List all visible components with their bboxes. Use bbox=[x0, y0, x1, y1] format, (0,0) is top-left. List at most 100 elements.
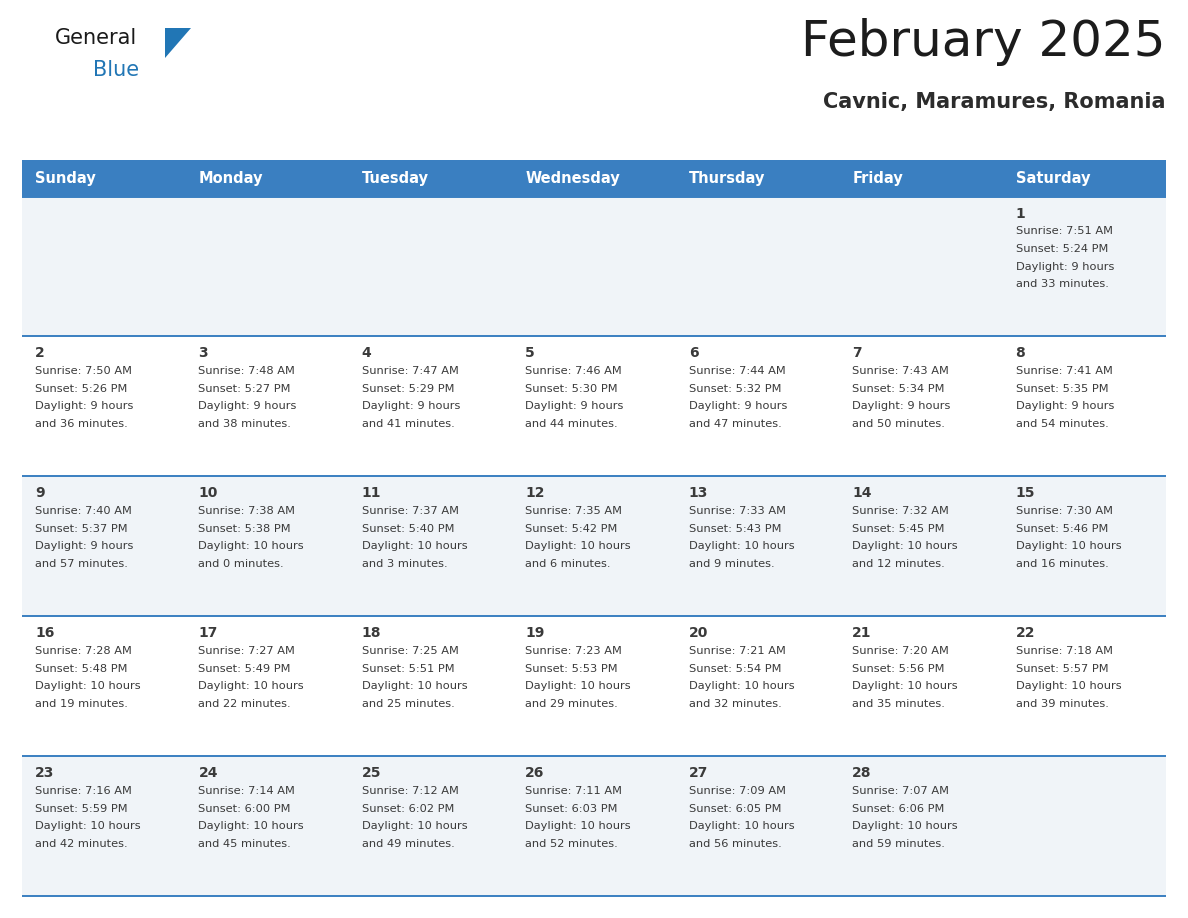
Text: and 52 minutes.: and 52 minutes. bbox=[525, 839, 618, 848]
Text: Sunset: 5:30 PM: Sunset: 5:30 PM bbox=[525, 384, 618, 394]
Text: and 9 minutes.: and 9 minutes. bbox=[689, 559, 775, 569]
Text: Daylight: 10 hours: Daylight: 10 hours bbox=[852, 681, 958, 691]
Text: Daylight: 10 hours: Daylight: 10 hours bbox=[525, 681, 631, 691]
Text: and 42 minutes.: and 42 minutes. bbox=[34, 839, 127, 848]
Text: Daylight: 10 hours: Daylight: 10 hours bbox=[1016, 542, 1121, 552]
Text: Sunrise: 7:48 AM: Sunrise: 7:48 AM bbox=[198, 366, 296, 376]
Text: and 35 minutes.: and 35 minutes. bbox=[852, 699, 944, 709]
Text: Sunset: 6:00 PM: Sunset: 6:00 PM bbox=[198, 803, 291, 813]
Text: Daylight: 10 hours: Daylight: 10 hours bbox=[362, 821, 468, 831]
Text: 26: 26 bbox=[525, 767, 544, 780]
Text: 10: 10 bbox=[198, 487, 217, 500]
Text: Sunrise: 7:25 AM: Sunrise: 7:25 AM bbox=[362, 646, 459, 656]
Text: Sunday: Sunday bbox=[34, 171, 96, 185]
Text: Sunrise: 7:12 AM: Sunrise: 7:12 AM bbox=[362, 786, 459, 796]
Text: and 54 minutes.: and 54 minutes. bbox=[1016, 419, 1108, 429]
Text: Sunset: 5:40 PM: Sunset: 5:40 PM bbox=[362, 524, 454, 533]
Text: Thursday: Thursday bbox=[689, 171, 765, 185]
Text: and 44 minutes.: and 44 minutes. bbox=[525, 419, 618, 429]
Text: Sunset: 5:54 PM: Sunset: 5:54 PM bbox=[689, 664, 782, 674]
Text: Daylight: 9 hours: Daylight: 9 hours bbox=[362, 401, 460, 411]
Text: 14: 14 bbox=[852, 487, 872, 500]
Text: Daylight: 9 hours: Daylight: 9 hours bbox=[852, 401, 950, 411]
Text: and 3 minutes.: and 3 minutes. bbox=[362, 559, 448, 569]
Text: Sunrise: 7:09 AM: Sunrise: 7:09 AM bbox=[689, 786, 785, 796]
Text: Sunrise: 7:32 AM: Sunrise: 7:32 AM bbox=[852, 507, 949, 516]
Text: Daylight: 10 hours: Daylight: 10 hours bbox=[34, 681, 140, 691]
Text: 22: 22 bbox=[1016, 626, 1035, 640]
Text: 6: 6 bbox=[689, 346, 699, 361]
Text: Sunset: 6:02 PM: Sunset: 6:02 PM bbox=[362, 803, 454, 813]
Text: Sunrise: 7:28 AM: Sunrise: 7:28 AM bbox=[34, 646, 132, 656]
Text: Daylight: 10 hours: Daylight: 10 hours bbox=[198, 681, 304, 691]
Text: and 16 minutes.: and 16 minutes. bbox=[1016, 559, 1108, 569]
Text: General: General bbox=[55, 28, 138, 48]
Text: Sunset: 5:51 PM: Sunset: 5:51 PM bbox=[362, 664, 455, 674]
Text: Sunset: 5:24 PM: Sunset: 5:24 PM bbox=[1016, 244, 1108, 254]
Text: Sunrise: 7:46 AM: Sunrise: 7:46 AM bbox=[525, 366, 623, 376]
Text: and 25 minutes.: and 25 minutes. bbox=[362, 699, 455, 709]
Text: and 0 minutes.: and 0 minutes. bbox=[198, 559, 284, 569]
Text: Sunrise: 7:50 AM: Sunrise: 7:50 AM bbox=[34, 366, 132, 376]
Text: 15: 15 bbox=[1016, 487, 1035, 500]
Text: and 56 minutes.: and 56 minutes. bbox=[689, 839, 782, 848]
Text: Sunset: 5:27 PM: Sunset: 5:27 PM bbox=[198, 384, 291, 394]
Text: Sunset: 5:29 PM: Sunset: 5:29 PM bbox=[362, 384, 454, 394]
Text: and 33 minutes.: and 33 minutes. bbox=[1016, 279, 1108, 289]
Text: Daylight: 10 hours: Daylight: 10 hours bbox=[198, 821, 304, 831]
Text: Daylight: 10 hours: Daylight: 10 hours bbox=[689, 821, 795, 831]
Text: Sunrise: 7:11 AM: Sunrise: 7:11 AM bbox=[525, 786, 623, 796]
Text: 7: 7 bbox=[852, 346, 861, 361]
Text: 28: 28 bbox=[852, 767, 872, 780]
Text: Daylight: 9 hours: Daylight: 9 hours bbox=[1016, 401, 1114, 411]
Text: Daylight: 10 hours: Daylight: 10 hours bbox=[1016, 681, 1121, 691]
Text: and 6 minutes.: and 6 minutes. bbox=[525, 559, 611, 569]
Text: 1: 1 bbox=[1016, 207, 1025, 220]
Text: Daylight: 10 hours: Daylight: 10 hours bbox=[362, 542, 468, 552]
Text: 9: 9 bbox=[34, 487, 45, 500]
Text: Sunset: 5:34 PM: Sunset: 5:34 PM bbox=[852, 384, 944, 394]
Text: 20: 20 bbox=[689, 626, 708, 640]
Text: 18: 18 bbox=[362, 626, 381, 640]
Bar bbox=[23, 196, 1165, 336]
Bar bbox=[23, 336, 1165, 476]
Text: Sunrise: 7:44 AM: Sunrise: 7:44 AM bbox=[689, 366, 785, 376]
Text: 25: 25 bbox=[362, 767, 381, 780]
Text: Sunset: 5:49 PM: Sunset: 5:49 PM bbox=[198, 664, 291, 674]
Text: and 47 minutes.: and 47 minutes. bbox=[689, 419, 782, 429]
Text: February 2025: February 2025 bbox=[802, 18, 1165, 66]
Text: and 38 minutes.: and 38 minutes. bbox=[198, 419, 291, 429]
Text: Sunset: 5:48 PM: Sunset: 5:48 PM bbox=[34, 664, 127, 674]
Text: 21: 21 bbox=[852, 626, 872, 640]
Text: Sunrise: 7:43 AM: Sunrise: 7:43 AM bbox=[852, 366, 949, 376]
Bar bbox=[23, 160, 1165, 196]
Text: Wednesday: Wednesday bbox=[525, 171, 620, 185]
Text: Sunrise: 7:47 AM: Sunrise: 7:47 AM bbox=[362, 366, 459, 376]
Text: Sunset: 6:06 PM: Sunset: 6:06 PM bbox=[852, 803, 944, 813]
Text: Daylight: 9 hours: Daylight: 9 hours bbox=[689, 401, 788, 411]
Text: Daylight: 9 hours: Daylight: 9 hours bbox=[198, 401, 297, 411]
Text: and 41 minutes.: and 41 minutes. bbox=[362, 419, 455, 429]
Text: and 29 minutes.: and 29 minutes. bbox=[525, 699, 618, 709]
Text: 17: 17 bbox=[198, 626, 217, 640]
Text: Sunset: 5:37 PM: Sunset: 5:37 PM bbox=[34, 524, 127, 533]
Text: Daylight: 10 hours: Daylight: 10 hours bbox=[689, 681, 795, 691]
Bar bbox=[23, 756, 1165, 896]
Text: and 36 minutes.: and 36 minutes. bbox=[34, 419, 128, 429]
Text: 13: 13 bbox=[689, 487, 708, 500]
Text: Cavnic, Maramures, Romania: Cavnic, Maramures, Romania bbox=[823, 92, 1165, 112]
Text: Sunrise: 7:23 AM: Sunrise: 7:23 AM bbox=[525, 646, 623, 656]
Text: 24: 24 bbox=[198, 767, 217, 780]
Text: Daylight: 10 hours: Daylight: 10 hours bbox=[198, 542, 304, 552]
Text: Sunset: 5:56 PM: Sunset: 5:56 PM bbox=[852, 664, 944, 674]
Text: Sunset: 5:43 PM: Sunset: 5:43 PM bbox=[689, 524, 782, 533]
Bar bbox=[23, 616, 1165, 756]
Text: 5: 5 bbox=[525, 346, 535, 361]
Text: Sunrise: 7:40 AM: Sunrise: 7:40 AM bbox=[34, 507, 132, 516]
Text: Daylight: 9 hours: Daylight: 9 hours bbox=[525, 401, 624, 411]
Text: 19: 19 bbox=[525, 626, 544, 640]
Text: Sunset: 5:32 PM: Sunset: 5:32 PM bbox=[689, 384, 782, 394]
Text: Sunrise: 7:21 AM: Sunrise: 7:21 AM bbox=[689, 646, 785, 656]
Text: and 39 minutes.: and 39 minutes. bbox=[1016, 699, 1108, 709]
Text: and 57 minutes.: and 57 minutes. bbox=[34, 559, 128, 569]
